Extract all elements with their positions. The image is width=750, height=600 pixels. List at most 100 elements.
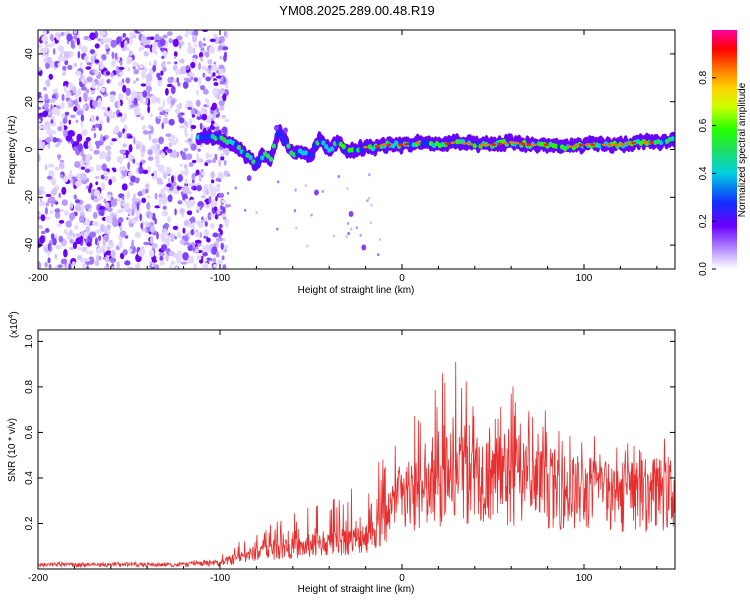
spectrogram-noise-speck: [157, 181, 164, 185]
spectrogram-ridge-cell: [246, 175, 252, 182]
spectrogram-noise-speck: [90, 128, 97, 132]
spectrogram-ridge-peak: [631, 141, 636, 145]
spectrogram-ridge-cell: [329, 146, 335, 152]
spectrogram-noise-speck: [38, 91, 42, 97]
spectrogram-noise-speck: [81, 45, 88, 54]
spectrogram-noise-speck: [45, 62, 50, 69]
spectrogram-noise-speck: [137, 191, 143, 197]
spectrogram-noise-speck: [159, 38, 166, 47]
spectrogram-noise-speck: [106, 79, 110, 84]
spectrogram-noise-speck: [80, 114, 85, 122]
spectrogram-noise-speck: [96, 241, 100, 247]
spectrogram-noise-speck: [114, 52, 118, 60]
spectrogram-ridge-peak: [619, 143, 625, 146]
spectrogram-noise-speck: [57, 62, 61, 68]
spectrogram-noise-speck: [213, 206, 218, 212]
spectrogram-noise-speck: [209, 38, 216, 43]
spectrogram-noise-speck: [182, 252, 189, 261]
spectrogram-noise-speck: [128, 144, 133, 153]
spectrogram-x-tick-label: -100: [210, 273, 230, 284]
spectrogram-noise-speck: [112, 111, 116, 115]
spectrogram-noise-speck: [218, 159, 222, 167]
spectrogram-noise-speck: [201, 219, 205, 223]
spectrogram-ridge-cell: [265, 153, 271, 159]
spectrogram-noise-speck: [198, 62, 201, 71]
spectrogram-noise-speck: [69, 114, 76, 119]
spectrogram-noise-speck: [73, 30, 77, 35]
spectrogram-noise-speck: [203, 244, 211, 253]
spectrogram-ridge-cell: [314, 189, 319, 196]
spectrogram-noise-speck: [72, 233, 76, 239]
spectrogram-noise-speck: [202, 244, 206, 253]
spectrogram-noise-speck: [110, 250, 116, 258]
spectrogram-noise-speck: [276, 180, 280, 184]
spectrogram-ridge-cell: [341, 144, 346, 150]
spectrogram-noise-speck: [166, 148, 173, 153]
spectrogram-noise-speck: [142, 169, 149, 175]
spectrogram-noise-speck: [220, 204, 223, 211]
spectrogram-noise-speck: [210, 258, 213, 262]
spectrogram-noise-speck: [167, 234, 171, 242]
spectrogram-noise-speck: [104, 43, 110, 50]
spectrogram-noise-speck: [129, 32, 136, 37]
spectrogram-noise-speck: [148, 249, 155, 258]
spectrogram-noise-speck: [98, 30, 106, 37]
spectrogram-noise-speck: [217, 185, 221, 193]
spectrogram-noise-speck: [68, 212, 76, 221]
spectrogram-noise-speck: [99, 156, 103, 160]
spectrogram-noise-speck: [116, 65, 119, 74]
spectrogram-noise-speck: [199, 122, 203, 130]
spectrogram-noise-speck: [86, 241, 92, 247]
spectrogram-noise-speck: [96, 254, 99, 262]
spectrogram-noise-speck: [109, 114, 116, 119]
spectrogram-noise-speck: [110, 39, 117, 48]
spectrogram-noise-speck: [220, 76, 224, 82]
snr-x-ticks: -200 -100 0 100: [28, 330, 658, 584]
spectrogram-noise-speck: [105, 145, 112, 151]
spectrogram-noise-speck: [86, 76, 93, 83]
colorbar-tick-label: 0.2: [698, 214, 709, 228]
spectrogram-noise-speck: [215, 251, 220, 258]
spectrogram-noise-speck: [61, 199, 68, 206]
spectrogram-noise-speck: [186, 79, 192, 83]
spectrogram-noise-speck: [82, 263, 88, 269]
spectrogram-noise-speck: [213, 82, 219, 87]
spectrogram-noise-speck: [219, 104, 225, 111]
spectrogram-noise-speck: [41, 35, 48, 42]
spectrogram-y-tick-label: -20: [24, 190, 35, 205]
spectrogram-noise-speck: [133, 136, 136, 145]
spectrogram-noise-speck: [190, 143, 197, 151]
spectrogram-noise-speck: [140, 83, 147, 87]
spectrogram-noise-speck: [85, 225, 91, 233]
spectrogram-ridge-peak: [462, 141, 468, 145]
spectrogram-noise-speck: [50, 115, 56, 121]
chart-title: YM08.2025.289.00.48.R19: [279, 3, 434, 18]
spectrogram-noise-speck: [198, 77, 202, 86]
spectrogram-noise-speck: [234, 186, 237, 190]
spectrogram-noise-speck: [69, 229, 73, 236]
spectrogram-noise-speck: [141, 197, 147, 204]
spectrogram-noise-speck: [105, 154, 112, 162]
spectrogram-noise-speck: [175, 255, 182, 264]
spectrogram-noise-speck: [127, 161, 131, 170]
spectrogram-noise-speck: [123, 130, 127, 140]
spectrogram-noise-speck: [122, 143, 128, 148]
spectrogram-noise-speck: [80, 166, 85, 170]
spectrogram-noise-speck: [166, 97, 173, 103]
spectrogram-noise-speck: [194, 43, 197, 48]
spectrogram-noise-speck: [204, 221, 208, 227]
spectrogram-noise-speck: [163, 222, 170, 229]
spectrogram-ridge-cell: [309, 152, 314, 158]
spectrogram-noise-speck: [156, 72, 161, 79]
spectrogram-ridge-cell: [260, 155, 265, 161]
spectrogram-noise-speck: [149, 225, 156, 234]
spectrogram-noise-speck: [134, 231, 141, 238]
spectrogram-noise-speck: [127, 67, 131, 72]
spectrogram-noise-speck: [118, 71, 124, 76]
spectrogram-noise-speck: [165, 166, 172, 175]
spectrogram-noise-speck: [346, 187, 349, 191]
spectrogram-noise-speck: [187, 190, 192, 195]
snr-x-tick-label: -200: [28, 573, 48, 584]
spectrogram-noise-speck: [208, 195, 212, 204]
spectrogram-noise-speck: [214, 213, 218, 220]
